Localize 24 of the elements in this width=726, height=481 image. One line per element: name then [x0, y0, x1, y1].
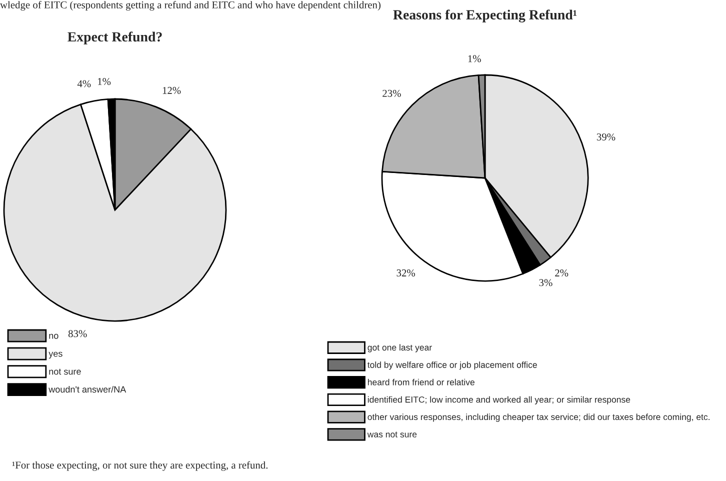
data-label: 1% — [468, 55, 481, 62]
legend-label: identified EITC; low income and worked all year; or similar response — [368, 396, 630, 404]
data-label: 83% — [68, 330, 87, 338]
legend-label: not sure — [49, 368, 81, 375]
data-label: 23% — [382, 90, 401, 97]
data-label: 3% — [539, 279, 552, 286]
data-label: 1% — [98, 78, 111, 86]
legend-label: yes — [48, 352, 62, 359]
legend-label: told by welfare office or job placement office — [368, 362, 537, 370]
chart-title: Reasons for Expecting Refund¹ — [393, 10, 576, 22]
chart-title: Expect Refund? — [68, 32, 162, 44]
legend-label: woudn't answer/NA — [48, 386, 126, 393]
data-label: 39% — [596, 133, 616, 141]
legend-label: was not sure — [367, 432, 417, 438]
legend-label: heard from friend or relative — [368, 378, 474, 386]
data-label: 32% — [396, 269, 416, 276]
legend-label: other various responses, including cheaper tax service; did our taxes before coming, etc. — [368, 414, 710, 422]
legend-label: no — [49, 334, 58, 339]
text: wledge of EITC (respondents getting a refund and EITC and who have dependent children) — [0, 0, 380, 11]
data-label: 2% — [555, 269, 568, 276]
text: ¹For those expecting, or not sure they are expecting, a refund. — [12, 461, 268, 471]
data-label: 4% — [77, 80, 91, 88]
data-label: 12% — [162, 86, 181, 94]
legend-label: got one last year — [368, 344, 432, 352]
